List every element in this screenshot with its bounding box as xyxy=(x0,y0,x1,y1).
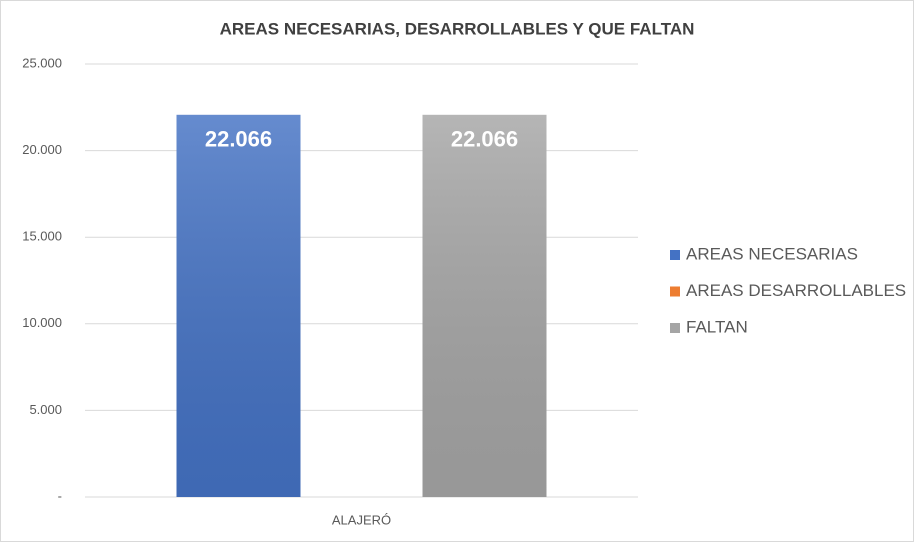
chart-title: AREAS NECESARIAS, DESARROLLABLES Y QUE F… xyxy=(220,19,695,38)
data-label: 22.066 xyxy=(205,127,272,152)
legend-label: FALTAN xyxy=(686,317,748,336)
y-tick-label: 20.000 xyxy=(22,142,62,157)
legend-swatch xyxy=(670,286,680,297)
y-tick-label: 15.000 xyxy=(22,229,62,244)
y-tick-label: - xyxy=(58,488,62,503)
y-tick-label: 10.000 xyxy=(22,315,62,330)
legend-label: AREAS DESARROLLABLES xyxy=(686,281,906,300)
bar-sheen xyxy=(176,114,301,497)
legend-swatch xyxy=(670,323,680,333)
legend-swatch xyxy=(670,250,680,260)
x-tick-label: ALAJERÓ xyxy=(332,512,391,527)
y-tick-label: 25.000 xyxy=(22,55,62,70)
bar-sheen xyxy=(422,114,547,497)
legend-label: AREAS NECESARIAS xyxy=(686,244,858,263)
data-label: 22.066 xyxy=(451,127,518,152)
y-tick-label: 5.000 xyxy=(29,402,62,417)
